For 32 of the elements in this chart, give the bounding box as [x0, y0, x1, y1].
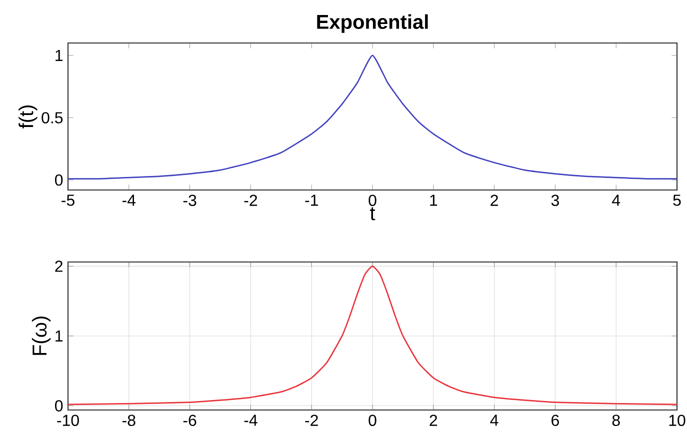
x-tick-label: 4	[612, 194, 620, 206]
x-tick-label: 1	[430, 194, 438, 206]
x-tick-label: 5	[673, 194, 681, 206]
y-tick-label: 2	[55, 260, 62, 272]
y-axis-title: F(ω)	[32, 316, 51, 355]
x-tick-label: -4	[244, 414, 258, 426]
x-tick-label: -2	[305, 414, 318, 426]
x-tick-label: 4	[490, 414, 498, 426]
x-tick-label: -6	[183, 414, 196, 426]
x-tick-label: 2	[490, 194, 498, 206]
x-tick-label: 0	[368, 414, 376, 426]
x-tick-label: -2	[244, 194, 258, 206]
x-tick-label: 8	[612, 414, 620, 426]
x-tick-label: -4	[122, 194, 136, 206]
x-tick-label: -5	[62, 194, 74, 206]
y-tick-label: 1	[56, 50, 63, 61]
y-tick-label: 0.5	[42, 112, 63, 124]
x-tick-label: 2	[430, 414, 438, 426]
x-tick-label: 3	[551, 194, 559, 206]
x-axis-title: t	[370, 207, 376, 220]
x-tick-label: 10	[669, 414, 686, 426]
x-tick-label: -3	[183, 194, 196, 206]
y-tick-label: 0	[55, 400, 63, 412]
x-tick-label: 0	[368, 194, 376, 206]
chart-title: Exponential	[317, 14, 428, 33]
x-tick-label: 6	[552, 414, 559, 426]
y-tick-label: 1	[56, 330, 63, 342]
y-axis-title: f(t)	[18, 106, 38, 128]
y-tick-label: 0	[55, 174, 63, 186]
x-tick-label: -10	[57, 414, 79, 426]
x-tick-label: -1	[305, 194, 318, 206]
x-tick-label: -8	[122, 414, 136, 426]
